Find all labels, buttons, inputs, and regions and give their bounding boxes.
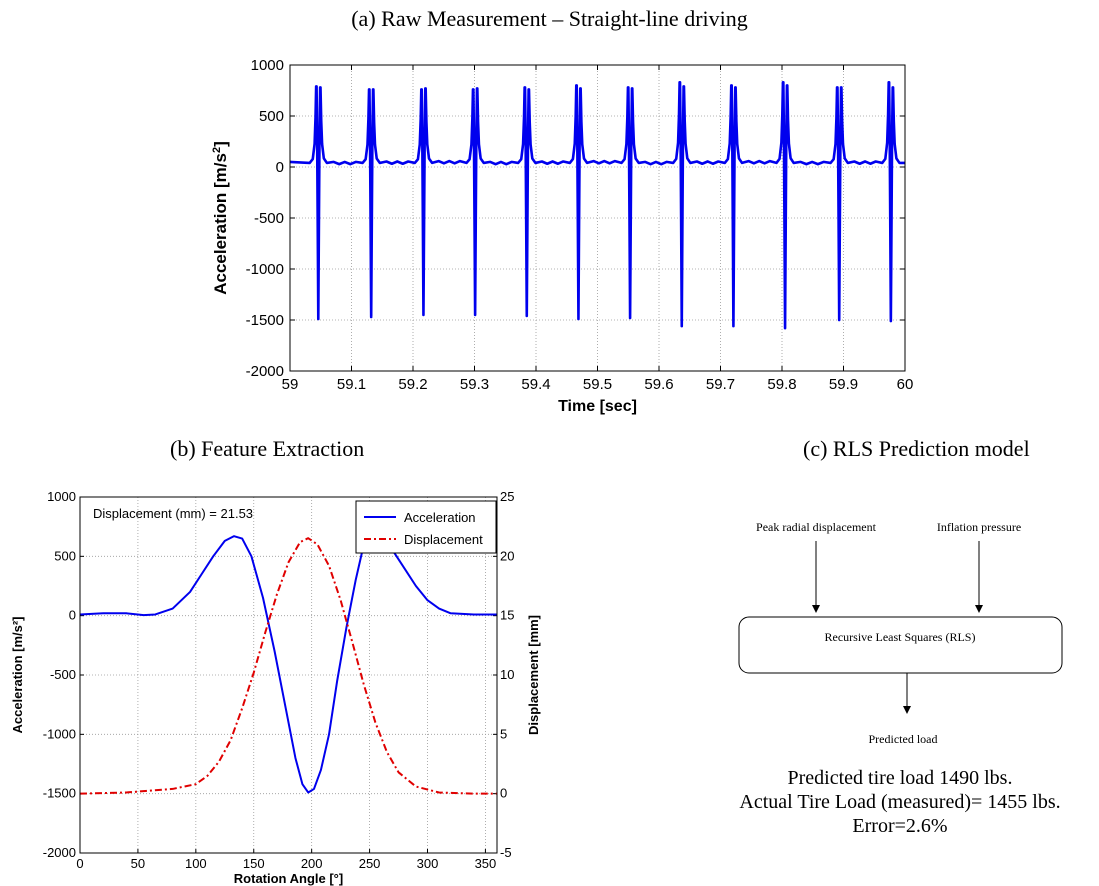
tick-label-y-left-b: 0 (69, 608, 76, 623)
result-error: Error=2.6% (852, 815, 948, 837)
chart-raw-measurement: 59 59.1 59.2 59.3 59.4 59.5 59.6 59.7 59.8 59.9 60… (211, 57, 914, 415)
tick-label-y-a: -500 (254, 210, 284, 227)
plot-frame-b (79, 496, 498, 854)
series-line-acceleration-b (80, 535, 497, 794)
rls-process-label: Recursive Least Squares (RLS) (825, 630, 976, 644)
tick-label-y-left-b: 500 (54, 548, 76, 563)
tick-label-x-a: 59.2 (398, 376, 427, 393)
tick-label-x-a: 59.6 (644, 376, 673, 393)
tick-label-y-right-b: 5 (500, 726, 507, 741)
tick-label-y-right-b: -5 (500, 845, 512, 860)
rls-process-box (738, 616, 1063, 674)
tick-label-x-a: 59.3 (460, 376, 489, 393)
rls-diagram: Peak radial displacement Inflation press… (738, 520, 1063, 746)
output-predicted-load: Predicted load (869, 732, 938, 746)
input-inflation-pressure: Inflation pressure (937, 520, 1021, 534)
tick-label-y-left-b: -2000 (43, 845, 76, 860)
tick-label-x-a: 59.1 (337, 376, 366, 393)
y-axis-label-right-b: Displacement [mm] (526, 615, 541, 735)
tick-label-y-a: 500 (259, 108, 284, 125)
series-line-acceleration-a (290, 81, 905, 330)
tick-label-y-a: 1000 (251, 57, 284, 74)
caption-a: (a) Raw Measurement – Straight-line driv… (351, 6, 748, 31)
tick-label-y-right-b: 20 (500, 548, 514, 563)
tick-label-y-a: -2000 (246, 363, 284, 380)
y-axis-label-left-b: Acceleration [m/s²] (10, 616, 25, 733)
tick-label-x-b: 50 (131, 856, 145, 871)
tick-label-x-b: 0 (76, 856, 83, 871)
y-axis-label-a: Acceleration [m/s2] (211, 141, 230, 295)
tick-label-x-a: 59.5 (583, 376, 612, 393)
tick-label-x-b: 150 (243, 856, 265, 871)
tick-label-x-a: 59 (282, 376, 299, 393)
caption-b: (b) Feature Extraction (170, 436, 365, 461)
tick-label-x-b: 250 (359, 856, 381, 871)
tick-label-y-right-b: 25 (500, 489, 514, 504)
tick-label-y-a: -1500 (246, 312, 284, 329)
tick-label-y-a: -1000 (246, 261, 284, 278)
input-peak-displacement: Peak radial displacement (756, 520, 877, 534)
tick-label-x-a: 59.8 (767, 376, 796, 393)
tick-label-y-right-b: 10 (500, 667, 514, 682)
x-axis-label-a: Time [sec] (558, 398, 637, 415)
caption-c: (c) RLS Prediction model (803, 436, 1030, 461)
result-predicted: Predicted tire load 1490 lbs. (787, 767, 1013, 789)
result-actual: Actual Tire Load (measured)= 1455 lbs. (739, 791, 1061, 813)
plot-frame-a (289, 64, 906, 372)
tick-label-x-b: 200 (301, 856, 323, 871)
tick-label-x-a: 59.7 (706, 376, 735, 393)
x-axis-label-b: Rotation Angle [°] (234, 871, 343, 886)
tick-label-y-left-b: -1500 (43, 786, 76, 801)
result-text: Predicted tire load 1490 lbs. Actual Tir… (697, 766, 1099, 838)
tick-label-x-a: 59.9 (829, 376, 858, 393)
tick-label-x-b: 100 (185, 856, 207, 871)
tick-label-y-right-b: 0 (500, 786, 507, 801)
tick-label-x-b: 300 (417, 856, 439, 871)
legend-label-displacement: Displacement (404, 532, 483, 547)
tick-label-x-a: 60 (897, 376, 914, 393)
tick-label-y-left-b: -500 (50, 667, 76, 682)
annotation-displacement-b: Displacement (mm) = 21.53 (93, 506, 253, 521)
tick-label-y-right-b: 15 (500, 608, 514, 623)
legend-label-acceleration: Acceleration (404, 510, 476, 525)
legend-box-b (355, 500, 497, 554)
tick-label-x-b: 350 (475, 856, 497, 871)
tick-label-y-left-b: 1000 (47, 489, 76, 504)
tick-label-y-left-b: -1000 (43, 726, 76, 741)
tick-label-x-a: 59.4 (521, 376, 550, 393)
tick-label-y-a: 0 (276, 159, 284, 176)
chart-feature-extraction: 0 50 100 150 200 250 300 350-2000-1500-1000-500… (10, 489, 541, 886)
